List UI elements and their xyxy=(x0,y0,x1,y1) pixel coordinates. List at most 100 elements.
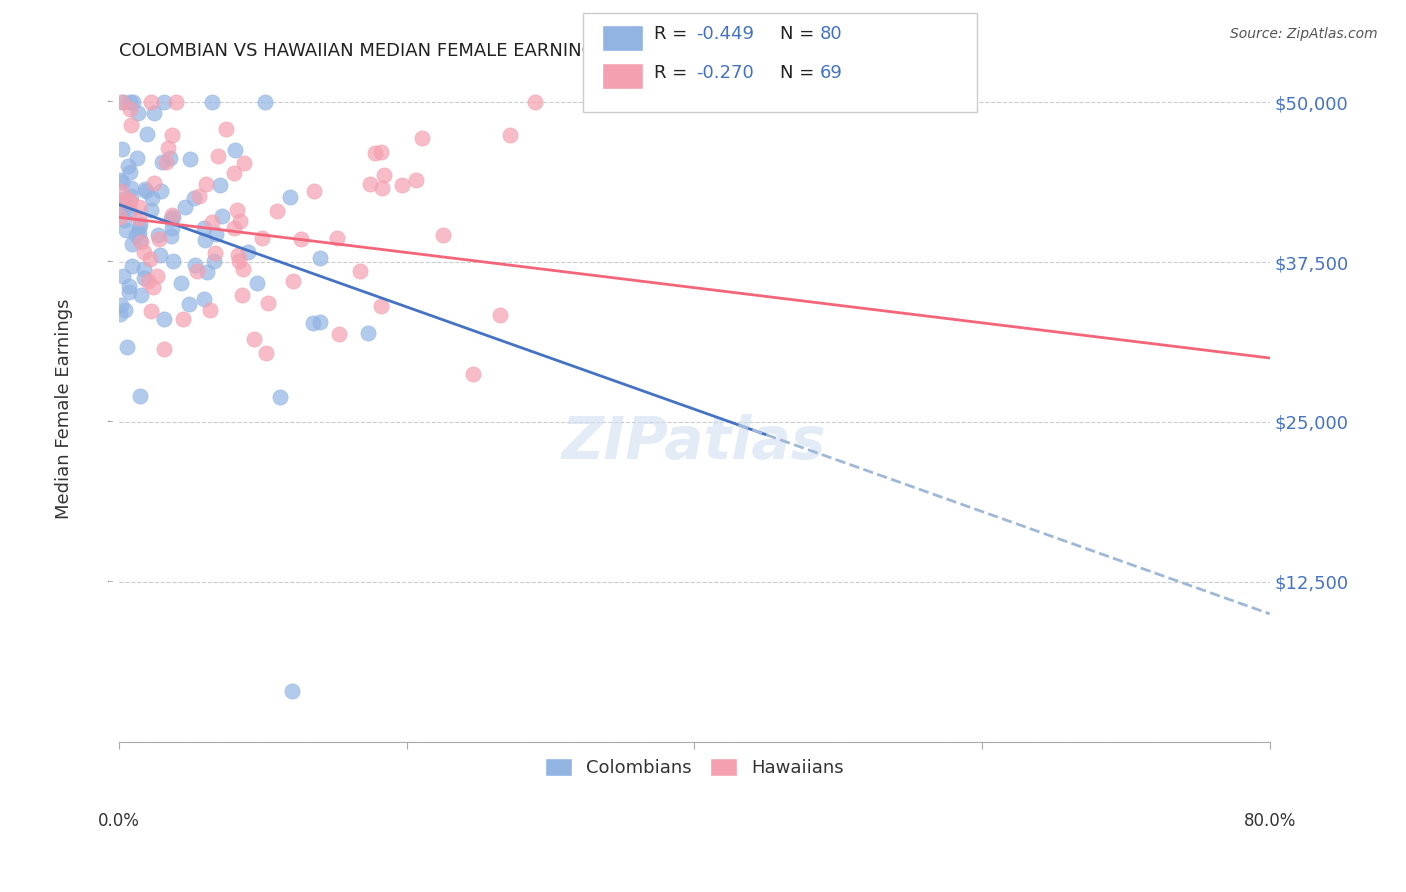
Point xyxy=(118,195,141,210)
Point xyxy=(145,269,167,284)
Point xyxy=(114,302,136,317)
Point xyxy=(183,191,205,205)
Text: COLOMBIAN VS HAWAIIAN MEDIAN FEMALE EARNINGS CORRELATION CHART: COLOMBIAN VS HAWAIIAN MEDIAN FEMALE EARN… xyxy=(118,42,807,60)
Point xyxy=(201,215,224,229)
Point xyxy=(108,307,131,321)
Point xyxy=(139,95,162,110)
Point xyxy=(128,211,150,226)
Point xyxy=(370,145,392,159)
Text: 80.0%: 80.0% xyxy=(1243,812,1296,830)
Text: -0.270: -0.270 xyxy=(696,63,754,81)
Point xyxy=(405,173,427,187)
Point xyxy=(489,309,512,323)
Point xyxy=(110,201,132,215)
Legend: Colombians, Hawaiians: Colombians, Hawaiians xyxy=(536,748,853,786)
Point xyxy=(110,175,132,189)
Point xyxy=(125,227,148,242)
Point xyxy=(118,165,141,179)
Point xyxy=(120,118,142,132)
Point xyxy=(128,200,150,214)
Point xyxy=(250,230,273,244)
Point xyxy=(120,102,142,116)
Point xyxy=(254,95,277,110)
Point xyxy=(134,182,156,196)
Point xyxy=(110,184,132,198)
Point xyxy=(131,287,153,301)
Point xyxy=(139,252,162,266)
Point xyxy=(281,683,304,698)
Point xyxy=(201,95,224,110)
Point xyxy=(266,204,288,219)
Point xyxy=(364,145,387,160)
Point xyxy=(121,259,143,273)
Point xyxy=(301,316,323,330)
Point xyxy=(148,232,170,246)
Point xyxy=(128,389,150,403)
Point xyxy=(117,278,139,293)
Point xyxy=(128,233,150,247)
Point xyxy=(200,302,222,317)
Point xyxy=(233,156,256,170)
Text: N =: N = xyxy=(780,25,820,43)
Point xyxy=(193,220,215,235)
Point xyxy=(499,128,522,143)
Point xyxy=(290,231,312,245)
Point xyxy=(194,177,217,191)
Point xyxy=(309,315,332,329)
Point xyxy=(172,311,194,326)
Point xyxy=(153,95,176,110)
Point xyxy=(136,274,159,288)
Point xyxy=(205,227,228,242)
Point xyxy=(432,227,454,242)
Point xyxy=(160,128,183,142)
Text: 69: 69 xyxy=(820,63,842,81)
Point xyxy=(108,194,131,208)
Point xyxy=(325,231,347,245)
Point xyxy=(115,200,138,214)
Point xyxy=(142,279,165,293)
Point xyxy=(125,151,148,165)
Point xyxy=(157,141,180,155)
Point xyxy=(523,95,546,110)
Point xyxy=(120,180,142,194)
Point xyxy=(232,261,254,276)
Point xyxy=(115,222,138,236)
Point xyxy=(134,270,156,285)
Point xyxy=(111,192,134,206)
Point xyxy=(204,245,226,260)
Point xyxy=(162,211,184,225)
Point xyxy=(370,299,392,313)
Point xyxy=(222,166,245,180)
Point xyxy=(143,176,166,190)
Point xyxy=(141,202,163,217)
Point xyxy=(118,194,141,208)
Point xyxy=(160,221,183,235)
Point xyxy=(127,105,149,120)
Point xyxy=(117,285,139,300)
Point xyxy=(411,131,433,145)
Text: -0.449: -0.449 xyxy=(696,25,754,43)
Point xyxy=(117,159,139,173)
Point xyxy=(128,220,150,235)
Point xyxy=(108,172,131,186)
Point xyxy=(269,390,291,404)
Point xyxy=(160,211,183,226)
Point xyxy=(254,345,277,359)
Point xyxy=(359,178,381,192)
Point xyxy=(207,149,229,163)
Text: 80: 80 xyxy=(820,25,842,43)
Point xyxy=(238,245,260,260)
Text: ZIPatlas: ZIPatlas xyxy=(562,414,827,471)
Text: N =: N = xyxy=(780,63,820,81)
Point xyxy=(188,189,211,203)
Point xyxy=(391,178,413,193)
Point xyxy=(108,210,131,224)
Point xyxy=(195,265,218,279)
Point xyxy=(461,367,484,381)
Point xyxy=(371,181,394,195)
Point xyxy=(170,276,193,290)
Point xyxy=(129,217,152,231)
Point xyxy=(139,303,162,318)
Point xyxy=(281,274,304,288)
Point xyxy=(146,227,169,242)
